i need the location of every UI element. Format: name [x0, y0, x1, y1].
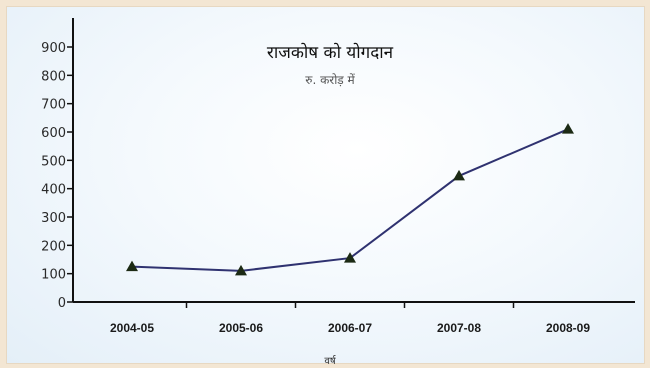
- y-tick-label: 500: [41, 154, 66, 169]
- series-line: [131, 128, 569, 272]
- chart-title: राजकोष को योगदान: [267, 42, 394, 63]
- y-tick-label: 600: [41, 126, 66, 141]
- series: [126, 123, 574, 276]
- chart-subtitle: रु. करोड़ में: [305, 73, 355, 87]
- y-tick-label: 400: [41, 183, 66, 198]
- x-tick-label: 2008-09: [546, 321, 590, 335]
- x-axis-label: वर्ष: [324, 355, 336, 367]
- y-tick-label: 300: [41, 211, 66, 226]
- data-point: [453, 169, 465, 181]
- x-ticks: 2004-05 2005-06 2006-07 2007-08 2008-09: [110, 302, 590, 335]
- y-tick-label: 100: [41, 268, 66, 283]
- x-tick-label: 2005-06: [219, 321, 263, 335]
- x-tick-label: 2004-05: [110, 321, 154, 335]
- data-point: [126, 260, 138, 272]
- data-point: [235, 264, 247, 276]
- y-ticks: 0 100 200 300 400 500 600 700 800 900: [41, 41, 73, 311]
- chart-frame: [6, 6, 645, 364]
- y-tick-label: 200: [41, 239, 66, 254]
- data-point: [562, 123, 574, 134]
- y-tick-label: 900: [41, 41, 66, 56]
- x-tick-label: 2006-07: [328, 321, 372, 335]
- y-tick-label: 700: [41, 98, 66, 113]
- y-tick-label: 800: [41, 69, 66, 84]
- data-point: [344, 252, 356, 263]
- x-tick-label: 2007-08: [437, 321, 481, 335]
- y-tick-label: 0: [58, 296, 66, 311]
